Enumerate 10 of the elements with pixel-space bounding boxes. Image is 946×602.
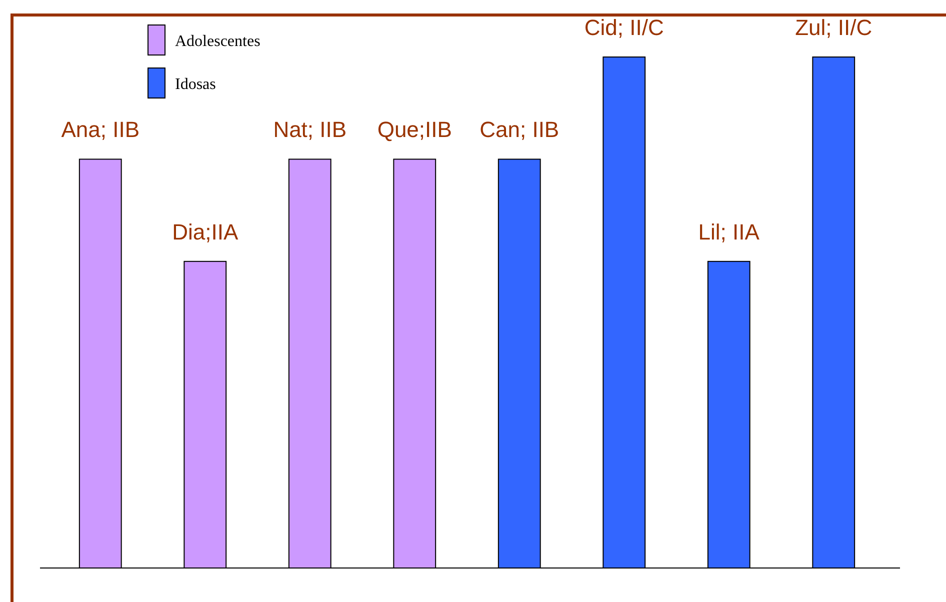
legend-label: Adolescentes [175,33,260,50]
legend-label: Idosas [175,76,216,93]
x-tick-label: Nat; IIB [273,117,347,142]
x-tick-label: Zul; II/C [795,15,872,40]
x-tick-label: Can; IIB [480,117,560,142]
x-tick-label: Cid; II/C [584,15,664,40]
x-tick-label: Lil; IIA [698,219,760,244]
x-tick-label: Dia;IIA [172,219,238,244]
x-tick-label: Que;IIB [377,117,452,142]
x-tick-label: Ana; IIB [61,117,140,142]
